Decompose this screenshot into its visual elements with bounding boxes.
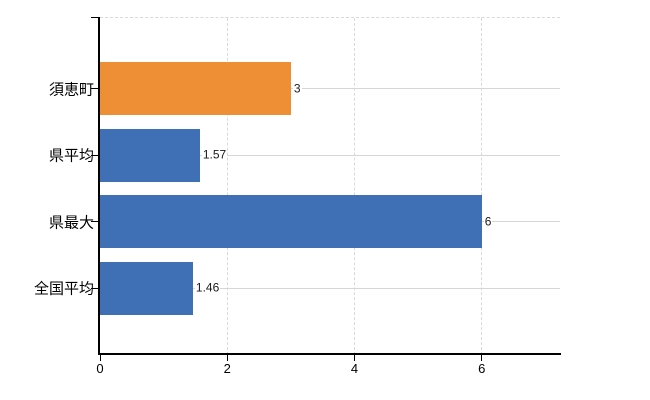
x-gridline <box>481 18 483 355</box>
x-axis-line <box>98 353 561 355</box>
bar-4 <box>100 261 193 315</box>
x-axis-tick-label: 0 <box>96 361 104 376</box>
row-gridline <box>100 287 560 289</box>
x-gridline <box>226 18 228 355</box>
bar-value-label: 3 <box>292 80 302 96</box>
x-axis-tick <box>226 355 228 361</box>
plot-area: 3 1.57 6 1.46 <box>100 17 560 355</box>
x-axis-tick <box>353 355 355 361</box>
x-axis-tick-label: 4 <box>350 361 359 376</box>
category-tick <box>91 287 98 289</box>
category-label: 県最大 <box>48 214 94 231</box>
bar-value-label: 6 <box>483 213 493 229</box>
bar-2 <box>100 128 200 182</box>
bar-3 <box>100 195 482 248</box>
x-gridline <box>353 18 355 355</box>
category-tick <box>91 88 98 89</box>
category-tick <box>91 154 98 156</box>
bar-value-label: 1.46 <box>194 280 221 295</box>
category-tick <box>91 221 98 222</box>
y-axis-line <box>98 17 100 355</box>
bar-value-label: 1.57 <box>201 147 228 162</box>
category-label: 全国平均 <box>33 280 94 298</box>
row-gridline <box>100 154 560 156</box>
row-gridline <box>100 88 560 89</box>
x-axis-tick <box>99 355 101 361</box>
x-axis-tick-label: 6 <box>478 361 486 376</box>
y-axis-top-tick <box>91 17 98 18</box>
x-axis-tick <box>481 355 483 361</box>
category-label: 須恵町 <box>48 81 94 98</box>
bar-1 <box>100 62 291 115</box>
category-label: 県平均 <box>48 147 94 165</box>
x-axis-tick-label: 2 <box>223 361 231 376</box>
